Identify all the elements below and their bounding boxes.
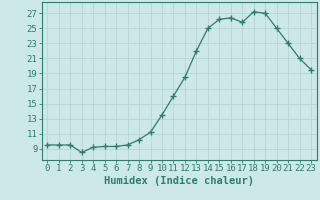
- X-axis label: Humidex (Indice chaleur): Humidex (Indice chaleur): [104, 176, 254, 186]
